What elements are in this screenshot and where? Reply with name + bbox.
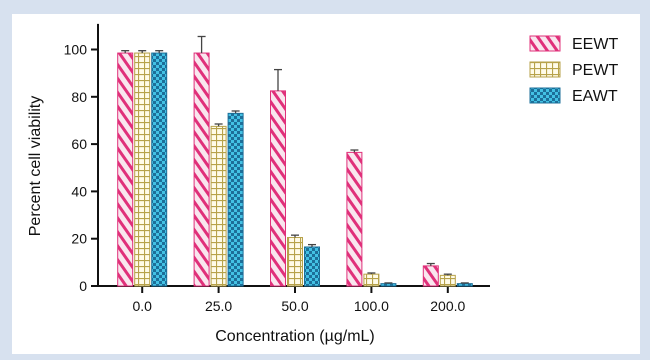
y-tick-label: 20 — [71, 231, 87, 247]
bar-eawt-3 — [380, 283, 397, 287]
y-tick-label: 0 — [79, 278, 87, 294]
bar-eewt-0 — [117, 52, 134, 287]
y-tick-label: 60 — [71, 136, 87, 152]
bar-eewt-4 — [422, 265, 439, 287]
y-tick-label: 80 — [71, 89, 87, 105]
y-tick-label: 100 — [64, 42, 88, 58]
legend-label-pewt: PEWT — [572, 62, 618, 79]
legend-swatch-eewt — [529, 35, 561, 52]
legend-swatch-pewt — [529, 61, 561, 78]
bar-pewt-0 — [134, 52, 151, 287]
x-tick-label: 0.0 — [132, 298, 152, 314]
bar-eawt-2 — [304, 246, 320, 287]
legend-label-eawt: EAWT — [572, 88, 618, 105]
x-tick-label: 50.0 — [281, 298, 308, 314]
legend: EEWT PEWT EAWT — [529, 35, 618, 105]
bar-pewt-1 — [210, 125, 227, 287]
y-axis-title: Percent cell viability — [27, 96, 44, 237]
chart-panel: 0 20 40 60 80 100 0.0 25.0 50.0 100.0 200.0 EEWT PE… — [12, 14, 640, 354]
bar-chart: 0 20 40 60 80 100 0.0 25.0 50.0 100.0 200.0 EEWT PE… — [27, 23, 618, 345]
bar-eewt-2 — [270, 90, 286, 287]
bar-pewt-2 — [287, 237, 303, 287]
bar-eawt-1 — [227, 112, 244, 287]
bar-pewt-3 — [363, 273, 380, 287]
x-tick-label: 25.0 — [205, 298, 232, 314]
bar-eawt-0 — [151, 52, 168, 287]
bar-eawt-4 — [456, 283, 473, 287]
y-tick-label: 40 — [71, 183, 87, 199]
legend-label-eewt: EEWT — [572, 36, 618, 53]
bar-eewt-3 — [346, 151, 363, 287]
legend-swatch-eawt — [529, 87, 561, 104]
bar-pewt-4 — [439, 274, 456, 287]
x-tick-label: 100.0 — [354, 298, 389, 314]
plot-area: 0 20 40 60 80 100 0.0 25.0 50.0 100.0 200.0 — [64, 23, 490, 314]
bar-eewt-1 — [193, 52, 210, 287]
x-axis-title: Concentration (µg/mL) — [215, 328, 375, 345]
x-tick-label: 200.0 — [430, 298, 465, 314]
